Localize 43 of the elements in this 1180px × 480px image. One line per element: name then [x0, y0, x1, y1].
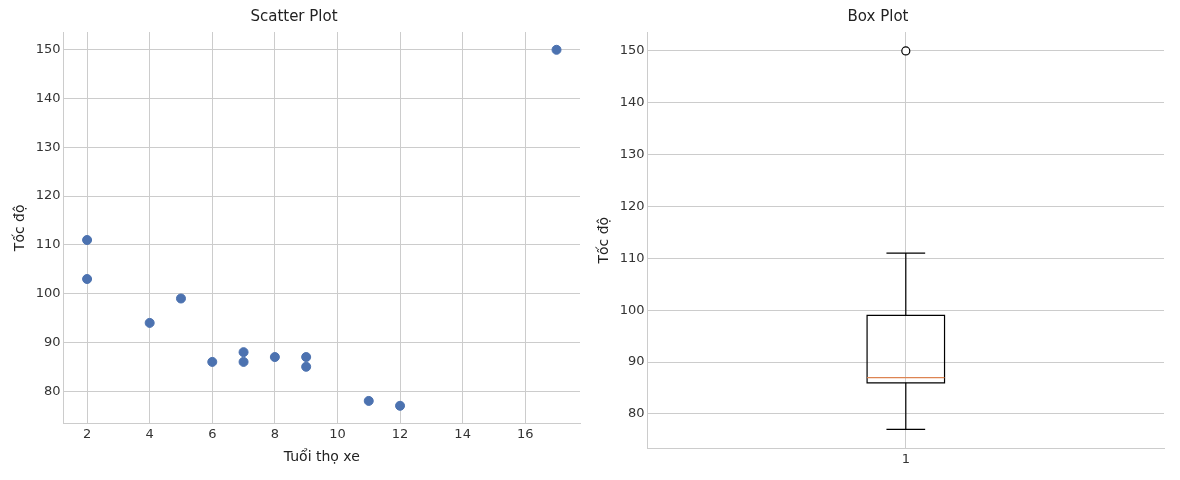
point — [551, 44, 562, 55]
point — [363, 395, 374, 406]
y-tick-label: 150 — [619, 42, 645, 58]
y-tick-label: 130 — [35, 138, 61, 154]
y-tick-label: 110 — [35, 236, 61, 252]
x-tick-label: 1 — [901, 450, 910, 466]
y-tick-label: 140 — [35, 89, 61, 105]
x-tick-label: 14 — [454, 425, 471, 441]
point — [395, 400, 406, 411]
y-tick-label: 150 — [35, 41, 61, 57]
x-tick-label: 16 — [516, 425, 534, 441]
x-tick-label: 4 — [145, 425, 154, 441]
point — [269, 352, 280, 363]
x-tick-label: 8 — [270, 425, 279, 441]
y-tick-label: 120 — [619, 197, 645, 213]
y-tick-label: 110 — [619, 249, 645, 265]
y-tick-label: 80 — [628, 405, 645, 421]
x-tick-label: 2 — [82, 425, 92, 441]
y-tick-label: 100 — [35, 285, 61, 301]
point — [301, 361, 312, 372]
x-tick-label: 12 — [391, 425, 409, 441]
x-tick-label: 10 — [329, 425, 346, 441]
y-axis-title: Tốc độ — [595, 216, 612, 265]
chart-title: Scatter Plot — [250, 6, 338, 25]
point — [238, 347, 249, 358]
point — [144, 317, 155, 328]
y-tick-label: 90 — [628, 353, 645, 369]
y-tick-label: 120 — [35, 187, 61, 203]
y-tick-label: 100 — [619, 301, 645, 317]
chart-title: Box Plot — [847, 6, 909, 25]
y-tick-label: 140 — [619, 94, 645, 110]
y-tick-label: 90 — [44, 333, 61, 349]
point — [82, 274, 93, 285]
y-tick-label: 80 — [44, 382, 61, 398]
point — [207, 356, 218, 367]
y-tick-label: 130 — [619, 146, 645, 162]
x-axis-title: Tuổi thọ xe — [282, 448, 360, 465]
point — [238, 356, 249, 367]
x-tick-label: 6 — [208, 425, 217, 441]
point — [82, 234, 93, 245]
point — [175, 293, 186, 304]
point — [301, 352, 312, 363]
y-axis-title: Tốc độ — [11, 204, 28, 253]
